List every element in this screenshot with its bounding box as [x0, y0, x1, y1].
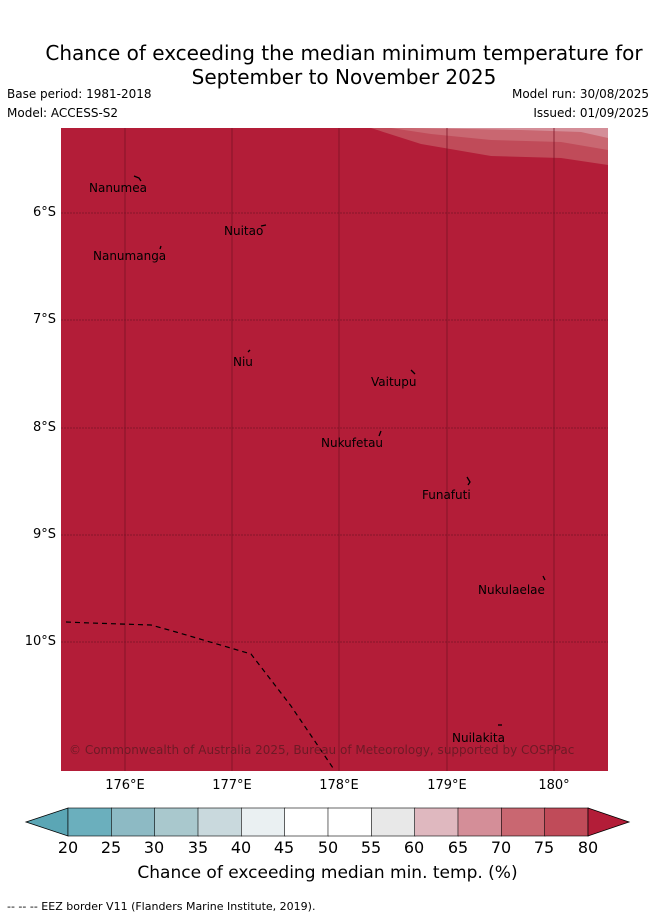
- colorbar-swatch: [67, 807, 113, 837]
- colorbar-swatch: [414, 807, 459, 837]
- colorbar-label: Chance of exceeding median min. temp. (%…: [137, 863, 518, 883]
- x-tick-label: 176°E: [105, 778, 145, 793]
- island-shape: [542, 575, 546, 581]
- colorbar-swatch: [327, 807, 373, 837]
- x-tick-label: 180°: [538, 778, 570, 793]
- island-shape: [133, 175, 142, 182]
- colorbar-swatch: [284, 807, 329, 837]
- colorbar-tick-label: 45: [273, 838, 295, 857]
- island-label-nukufetau: Nukufetau: [321, 436, 384, 450]
- colorbar-tick-label: 50: [317, 838, 339, 857]
- map-panel: Nanumea Nuitao Nanumanga Niu Vaitupu Nuk…: [61, 128, 608, 771]
- base-period-label: Base period: 1981-2018: [7, 87, 152, 101]
- island-shape: [159, 245, 162, 250]
- model-label: Model: ACCESS-S2: [7, 106, 119, 120]
- island-shape: [410, 369, 416, 375]
- colorbar-tick-label: 55: [360, 838, 382, 857]
- copyright-notice: © Commonwealth of Australia 2025, Bureau…: [69, 743, 575, 757]
- colorbar-extend-high: [587, 807, 631, 837]
- colorbar-swatch: [457, 807, 503, 837]
- colorbar-tick-label: 20: [57, 838, 79, 857]
- colorbar-extend-low: [24, 807, 69, 837]
- colorbar-tick-label: 60: [403, 838, 425, 857]
- x-tick-label: 179°E: [427, 778, 467, 793]
- map-canvas: [61, 128, 608, 771]
- y-tick-label: 10°S: [24, 634, 56, 649]
- y-tick-label: 9°S: [32, 527, 56, 542]
- colorbar-tick-label: 75: [533, 838, 555, 857]
- island-label-nanumea: Nanumea: [89, 181, 147, 195]
- island-shape: [260, 224, 267, 227]
- colorbar-swatch: [111, 807, 156, 837]
- colorbar-swatch: [154, 807, 199, 837]
- island-label-nanumanga: Nanumanga: [93, 249, 167, 263]
- model-run-label: Model run: 30/08/2025: [511, 87, 649, 101]
- chart-title: Chance of exceeding the median minimum t…: [0, 41, 655, 89]
- colorbar-swatch: [371, 807, 416, 837]
- y-tick-label: 8°S: [32, 420, 56, 435]
- eez-footnote: -- -- -- EEZ border V11 (Flanders Marine…: [7, 900, 316, 913]
- island-label-niu: Niu: [233, 355, 253, 369]
- colorbar-tick-label: 25: [100, 838, 122, 857]
- colorbar-tick-label: 80: [577, 838, 599, 857]
- eez-border: [65, 621, 334, 769]
- colorbar-tick-label: 70: [490, 838, 512, 857]
- colorbar-swatch: [500, 807, 546, 837]
- title-line-1: Chance of exceeding the median minimum t…: [45, 41, 643, 65]
- colorbar-swatch: [241, 807, 286, 837]
- title-line-2: September to November 2025: [191, 65, 497, 89]
- island-label-nuilakita: Nuilakita: [452, 731, 505, 745]
- colorbar-tick-label: 30: [143, 838, 165, 857]
- x-tick-label: 178°E: [319, 778, 359, 793]
- island-label-nuitao: Nuitao: [224, 224, 264, 238]
- contour-65: [411, 128, 608, 138]
- island-label-vaitupu: Vaitupu: [371, 375, 417, 389]
- colorbar-swatch: [544, 807, 589, 837]
- colorbar-swatch: [197, 807, 243, 837]
- island-label-nukulaelae: Nukulaelae: [478, 583, 545, 597]
- colorbar-tick-label: 65: [447, 838, 469, 857]
- island-shape: [466, 476, 471, 486]
- y-tick-label: 7°S: [32, 312, 56, 327]
- island-shape: [378, 430, 382, 437]
- x-tick-label: 177°E: [212, 778, 252, 793]
- probability-fill: [61, 128, 608, 771]
- colorbar-tick-label: 35: [187, 838, 209, 857]
- y-tick-label: 6°S: [32, 205, 56, 220]
- colorbar: [24, 807, 631, 837]
- island-shape: [247, 349, 251, 353]
- island-shapes: [133, 175, 546, 726]
- issued-label: Issued: 01/09/2025: [533, 106, 649, 120]
- colorbar-tick-label: 40: [230, 838, 252, 857]
- island-label-funafuti: Funafuti: [422, 488, 471, 502]
- graticule: [61, 128, 608, 771]
